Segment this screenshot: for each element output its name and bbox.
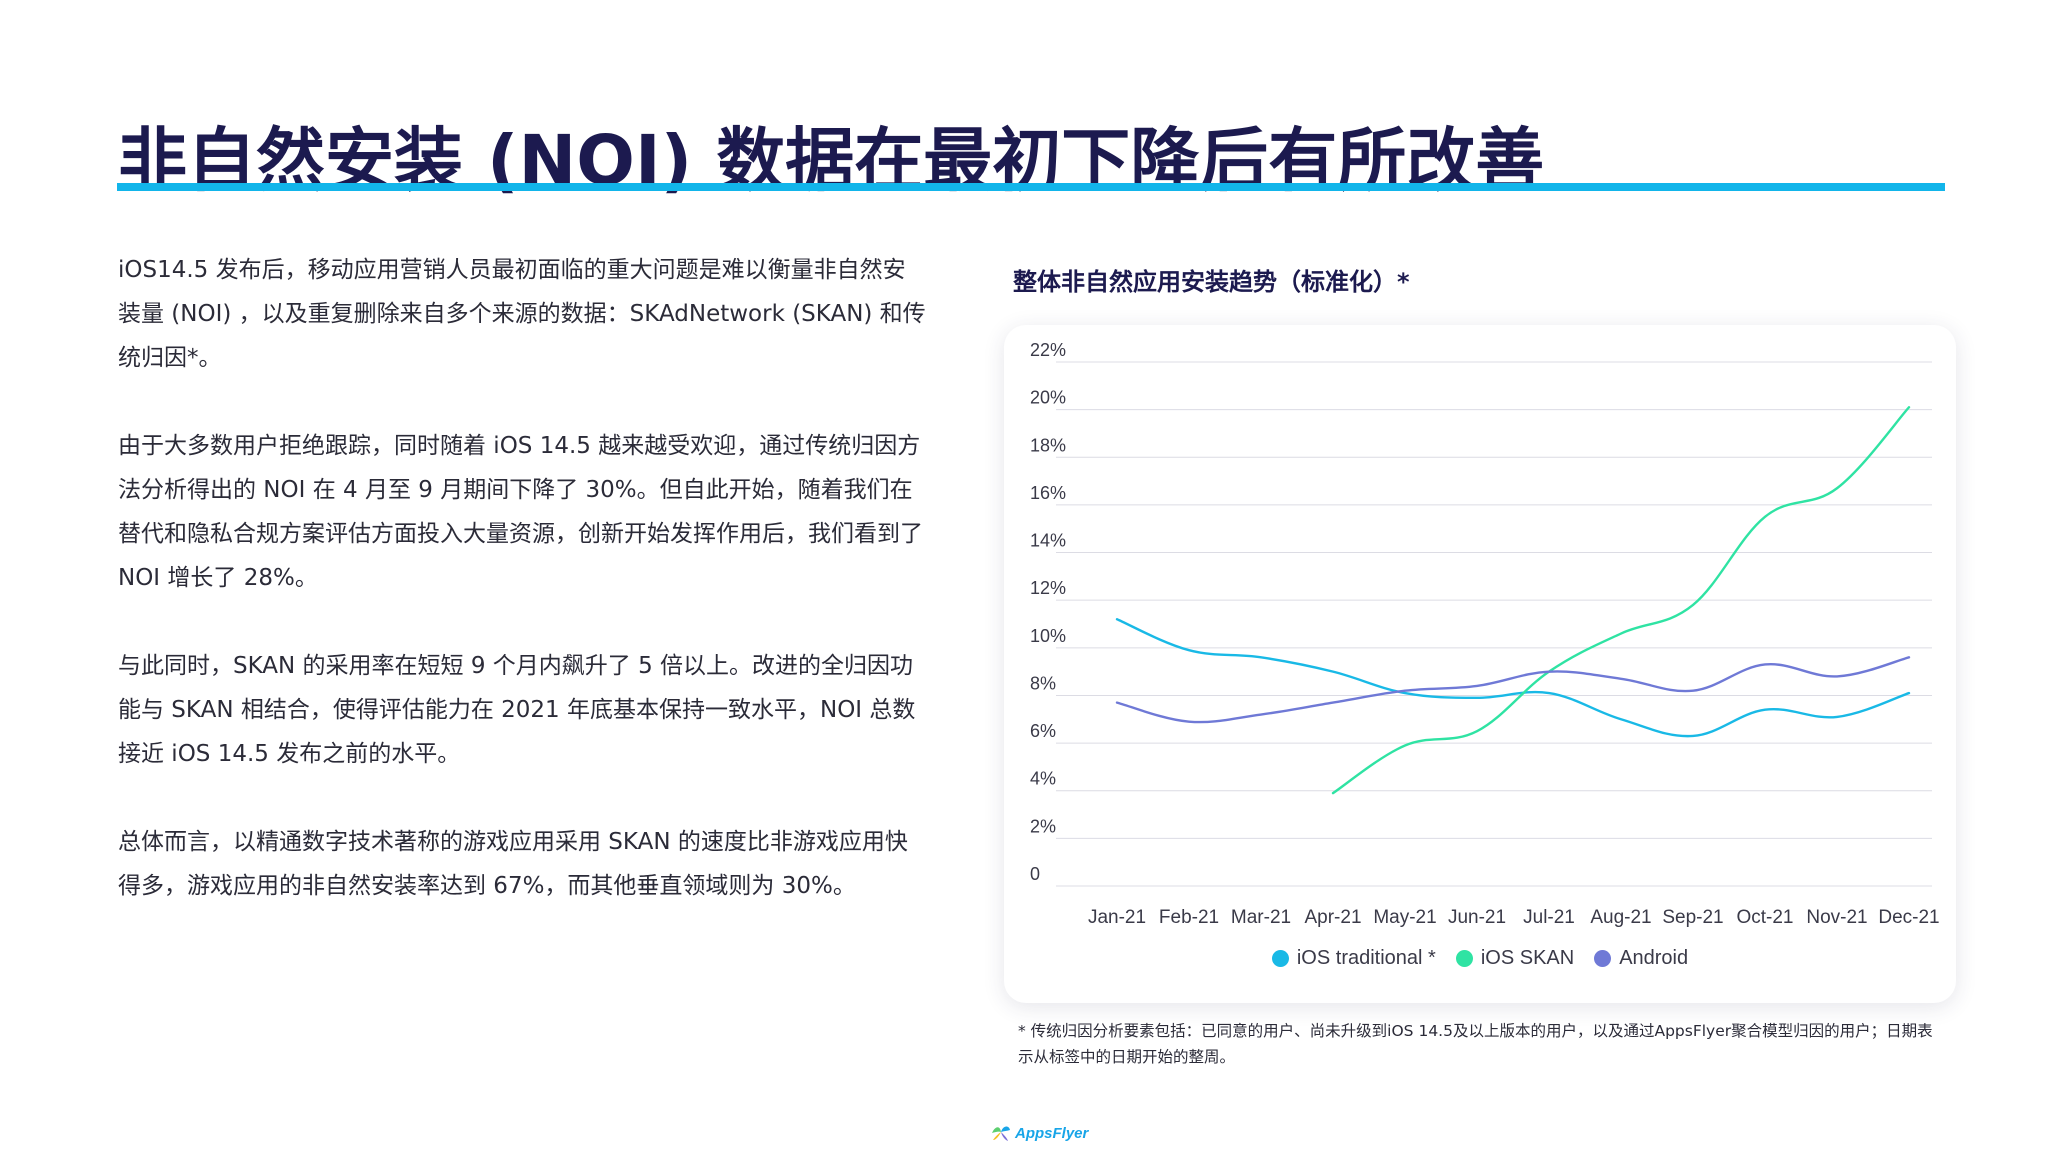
x-tick-label: Dec-21 [1878,907,1939,928]
footnote: * 传统归因分析要素包括：已同意的用户、尚未升级到iOS 14.5及以上版本的用… [1018,1022,1933,1066]
y-tick-label: 0 [1030,864,1040,884]
paragraph-3: 与此同时，SKAN 的采用率在短短 9 个月内飙升了 5 倍以上。改进的全归因功… [118,653,916,767]
chart-card: 0 2% 4% 6% 8% 10% 12% 14% 16% 18% 20% 22% Jan-21 Feb-… [1004,325,1956,1003]
legend-label: iOS SKAN [1480,947,1575,969]
x-tick-label: Aug-21 [1590,907,1651,928]
chart-title: 整体非自然应用安装趋势（标准化）* [1013,268,1410,296]
line-chart: 0 2% 4% 6% 8% 10% 12% 14% 16% 18% 20% 22% Jan-21 Feb-… [1030,340,1940,928]
x-tick-label: Nov-21 [1806,907,1867,928]
y-tick-label: 18% [1030,435,1066,455]
appsflyer-logo: AppsFlyer [990,1124,1088,1142]
y-tick-label: 14% [1030,531,1066,551]
y-tick-label: 12% [1030,578,1066,598]
legend-item: Android [1594,947,1688,970]
x-tick-label: Apr-21 [1304,907,1361,928]
x-tick-label: Jan-21 [1088,907,1146,928]
legend-label: iOS traditional * [1296,947,1436,969]
page-title: 非自然安装 (NOI) 数据在最初下降后有所改善 [118,121,1545,202]
legend-item: iOS traditional * [1271,947,1436,970]
y-tick-label: 20% [1030,388,1066,408]
x-tick-label: Jun-21 [1448,907,1506,928]
y-tick-label: 22% [1030,340,1066,360]
y-tick-label: 10% [1030,626,1066,646]
y-tick-label: 16% [1030,483,1066,503]
x-tick-label: May-21 [1373,907,1436,928]
x-tick-label: Jul-21 [1523,907,1575,928]
legend-swatch [1271,950,1289,967]
x-tick-label: Mar-21 [1231,907,1291,928]
series-line-ios-skan [1331,406,1911,795]
legend-swatch [1594,950,1612,967]
appsflyer-logo-icon [992,1126,1010,1141]
legend-swatch [1455,950,1473,967]
y-tick-label: 8% [1030,673,1056,693]
series-line-android [1115,656,1911,724]
y-tick-label: 2% [1030,816,1056,836]
logo-text: AppsFlyer [1015,1124,1089,1142]
x-tick-label: Feb-21 [1159,907,1219,928]
series-line-ios-traditional [1115,618,1911,738]
y-tick-label: 4% [1030,769,1056,789]
paragraph-2: 由于大多数用户拒绝跟踪，同时随着 iOS 14.5 越来越受欢迎，通过传统归因方… [118,433,923,591]
legend-item: iOS SKAN [1455,947,1575,970]
title-divider [117,183,1945,191]
x-tick-label: Sep-21 [1662,907,1723,928]
chart-legend: iOS traditional * iOS SKAN Android [1004,947,1956,970]
paragraph-4: 总体而言，以精通数字技术著称的游戏应用采用 SKAN 的速度比非游戏应用快得多，… [118,829,908,899]
y-tick-label: 6% [1030,721,1056,741]
body-text: iOS14.5 发布后，移动应用营销人员最初面临的重大问题是难以衡量非自然安装量… [118,248,928,952]
legend-label: Android [1619,947,1689,969]
paragraph-1: iOS14.5 发布后，移动应用营销人员最初面临的重大问题是难以衡量非自然安装量… [118,257,926,371]
x-tick-label: Oct-21 [1736,907,1793,928]
